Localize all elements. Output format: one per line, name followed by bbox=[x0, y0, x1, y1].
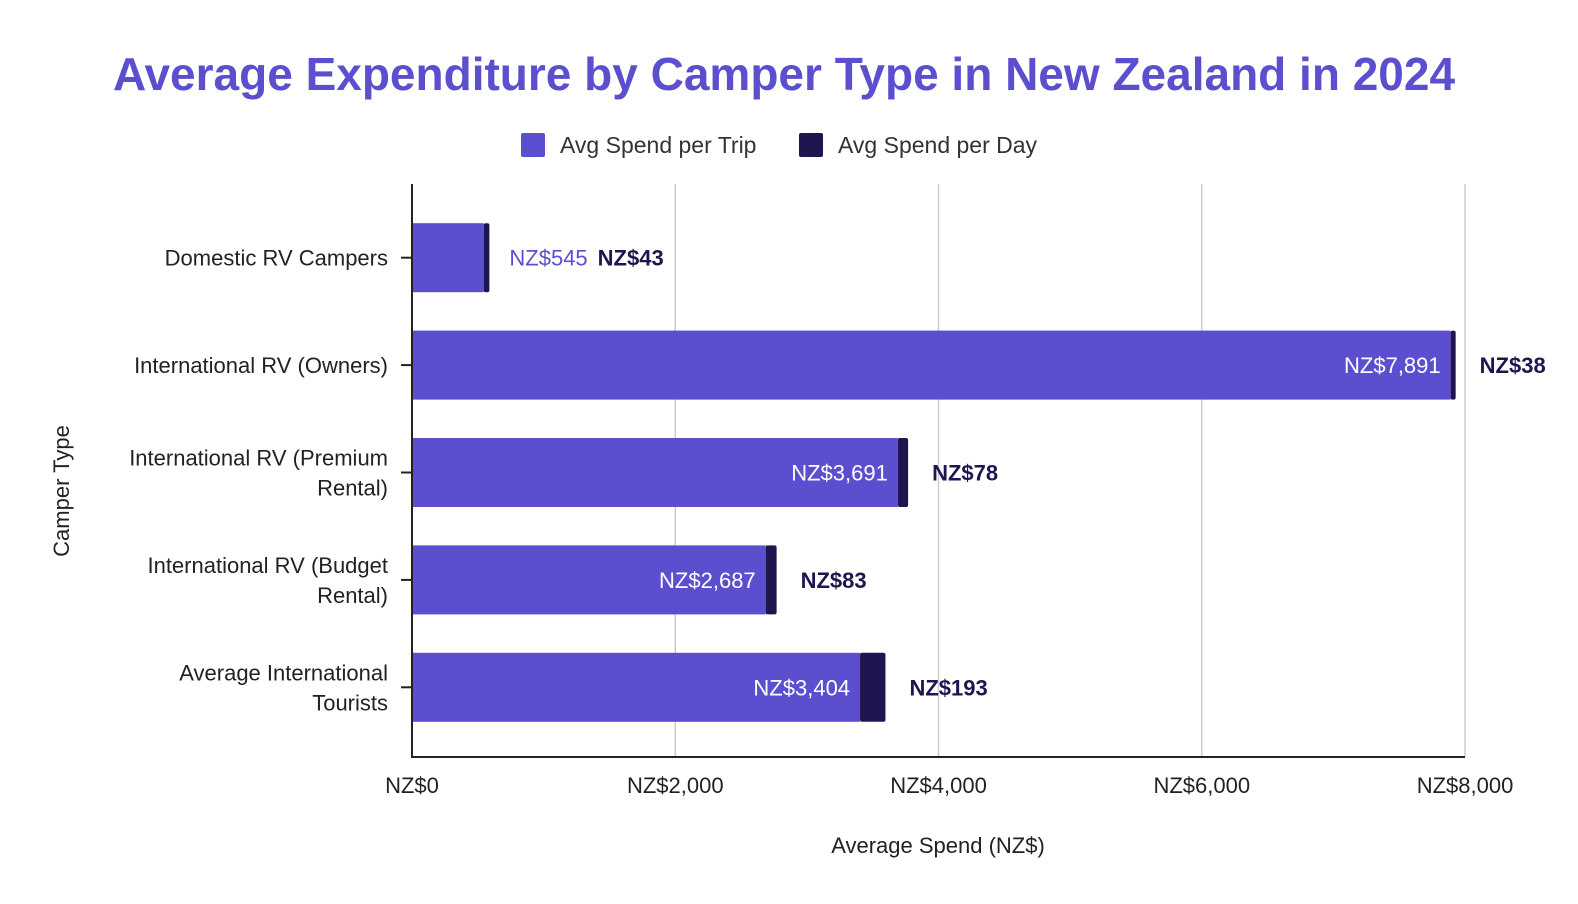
y-category-label: Domestic RV Campers bbox=[165, 246, 388, 271]
y-axis-title: Camper Type bbox=[49, 425, 74, 557]
bar-day bbox=[897, 438, 909, 507]
chart-title: Average Expenditure by Camper Type in Ne… bbox=[113, 48, 1456, 100]
x-tick-label: NZ$0 bbox=[385, 773, 439, 798]
bar-label-day: NZ$43 bbox=[598, 246, 664, 271]
bar-trip bbox=[412, 438, 898, 507]
bar-day bbox=[765, 545, 777, 615]
y-category-label: International RV (Owners) bbox=[134, 353, 388, 378]
y-category-label: International RV (Budget Rental) bbox=[147, 553, 388, 608]
bar-label-trip: NZ$545 bbox=[509, 246, 587, 271]
bar-labels: NZ$545 NZ$43 NZ$7,891 NZ$38 NZ$3,691 NZ$78 NZ$… bbox=[509, 246, 1545, 701]
legend: Avg Spend per Trip Avg Spend per Day bbox=[521, 132, 1038, 158]
x-axis-title: Average Spend (NZ$) bbox=[831, 833, 1045, 858]
legend-label-trip: Avg Spend per Trip bbox=[560, 132, 756, 158]
x-axis-labels: NZ$0 NZ$2,000 NZ$4,000 NZ$6,000 NZ$8,000 bbox=[385, 773, 1513, 798]
bar-label-day: NZ$83 bbox=[801, 568, 867, 593]
bar-trip bbox=[412, 652, 861, 722]
bar-label-day: NZ$193 bbox=[909, 675, 987, 700]
bar-label-trip: NZ$3,404 bbox=[753, 675, 850, 700]
bar-label-trip: NZ$3,691 bbox=[791, 461, 888, 486]
x-tick-label: NZ$8,000 bbox=[1417, 773, 1514, 798]
bar-day bbox=[860, 652, 886, 722]
bar-label-trip: NZ$7,891 bbox=[1344, 353, 1441, 378]
bar-label-day: NZ$38 bbox=[1480, 353, 1546, 378]
bar-day bbox=[483, 223, 490, 293]
y-axis-labels: Domestic RV Campers International RV (Own… bbox=[129, 246, 388, 716]
x-tick-label: NZ$2,000 bbox=[627, 773, 724, 798]
bar-day bbox=[1450, 330, 1456, 400]
bar-label-day: NZ$78 bbox=[932, 461, 998, 486]
bar-label-trip: NZ$2,687 bbox=[659, 568, 756, 593]
x-tick-label: NZ$4,000 bbox=[890, 773, 987, 798]
y-category-label: Average International Tourists bbox=[179, 660, 388, 715]
axes bbox=[401, 184, 1465, 758]
x-tick-label: NZ$6,000 bbox=[1153, 773, 1250, 798]
legend-label-day: Avg Spend per Day bbox=[838, 132, 1038, 158]
bar-trip bbox=[412, 330, 1451, 400]
bar-trip bbox=[412, 223, 484, 293]
bars bbox=[412, 223, 1456, 722]
y-category-label: International RV (Premium Rental) bbox=[129, 446, 388, 501]
bar-trip bbox=[412, 545, 766, 615]
legend-swatch-trip bbox=[521, 133, 545, 157]
legend-swatch-day bbox=[799, 133, 823, 157]
